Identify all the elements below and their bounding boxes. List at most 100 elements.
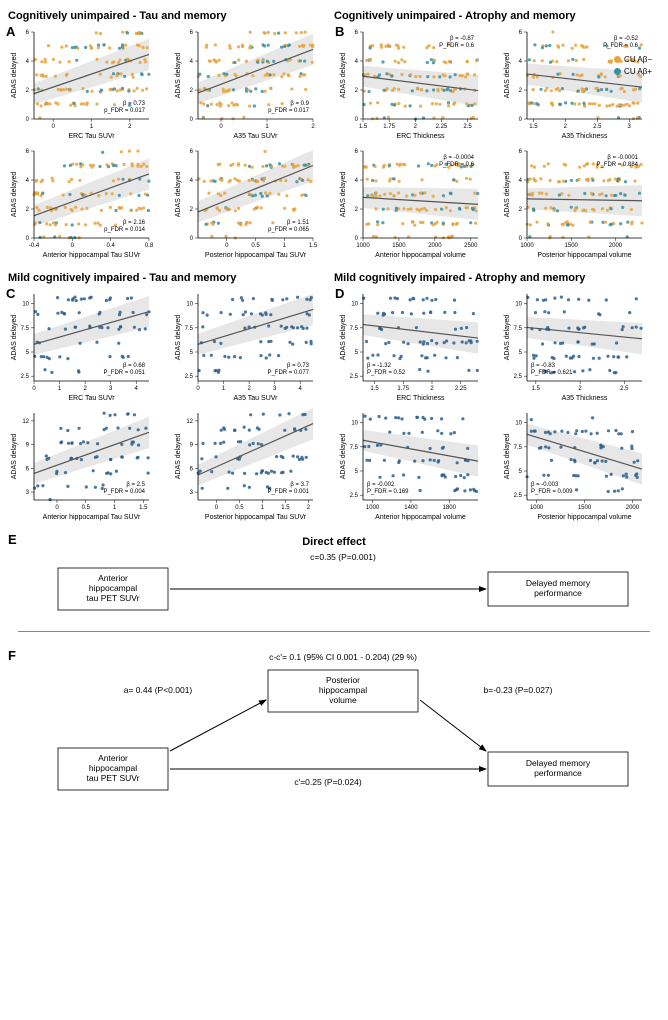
chart-A-3: 00.511.50246ADAS delayedPosterior hippoc…	[172, 145, 317, 260]
panel-a: A 0120246ADAS delayedERC Tau SUVrβ = 0.7…	[8, 26, 331, 260]
svg-text:β = 3.7: β = 3.7	[290, 482, 309, 488]
svg-text:hippocampal: hippocampal	[89, 583, 137, 593]
svg-text:β = 2.16: β = 2.16	[123, 220, 146, 226]
svg-text:P_FDR = 0.6: P_FDR = 0.6	[603, 43, 639, 49]
svg-text:0: 0	[196, 386, 200, 392]
svg-text:P_FDR = 0.077: P_FDR = 0.077	[267, 370, 309, 376]
chart-D-2: 1000140018002.557.510ADAS delayedAnterio…	[337, 407, 482, 522]
direct-effect-title: Direct effect	[18, 536, 650, 548]
chart-D-3: 1000150020002.557.510ADAS delayedPosteri…	[501, 407, 646, 522]
svg-text:p_FDR = 0.017: p_FDR = 0.017	[104, 108, 146, 114]
scatter-chart: 00.511.5236912ADAS delayedPosterior hipp…	[172, 407, 317, 522]
svg-text:1000: 1000	[356, 243, 370, 249]
svg-text:0: 0	[355, 236, 359, 242]
svg-text:7.5: 7.5	[21, 326, 30, 332]
legend-label-pos: CU Aβ+	[624, 67, 652, 76]
chart-B-0: 1.51.7522.252.50246ADAS delayedERC Thick…	[337, 26, 482, 141]
svg-text:A35 Tau SUVr: A35 Tau SUVr	[233, 395, 278, 402]
svg-text:7.5: 7.5	[513, 445, 522, 451]
svg-text:ADAS delayed: ADAS delayed	[175, 53, 182, 99]
svg-text:1500: 1500	[392, 243, 406, 249]
svg-text:0.8: 0.8	[145, 243, 153, 249]
title-a: Cognitively unimpaired - Tau and memory	[8, 10, 334, 22]
svg-text:3: 3	[109, 386, 113, 392]
svg-text:2.5: 2.5	[463, 124, 472, 130]
title-c: Mild cognitively impaired - Tau and memo…	[8, 272, 334, 284]
chart-B-2: 10001500200025000246ADAS delayedAnterior…	[337, 145, 482, 260]
panel-c: C 012342.557.510ADAS delayedERC Tau SUVr…	[8, 288, 331, 522]
svg-text:2: 2	[26, 207, 30, 213]
svg-text:β = -0.87: β = -0.87	[450, 36, 475, 42]
svg-text:1.5: 1.5	[359, 124, 368, 130]
svg-text:2: 2	[355, 207, 359, 213]
panel-b: B 1.51.7522.252.50246ADAS delayedERC Thi…	[337, 26, 660, 260]
svg-text:4: 4	[26, 178, 30, 184]
chart-C-0: 012342.557.510ADAS delayedERC Tau SUVrβ …	[8, 288, 153, 403]
svg-text:β = 0.68: β = 0.68	[123, 363, 146, 369]
svg-text:ADAS delayed: ADAS delayed	[340, 172, 347, 218]
svg-text:6: 6	[355, 30, 359, 36]
svg-text:P_FDR = 0.621: P_FDR = 0.621	[531, 370, 573, 376]
chart-A-2: -0.400.40.80246ADAS delayedAnterior hipp…	[8, 145, 153, 260]
svg-text:12: 12	[22, 419, 29, 425]
svg-text:6: 6	[26, 466, 30, 472]
svg-text:4: 4	[189, 178, 193, 184]
svg-text:2: 2	[128, 124, 132, 130]
svg-text:0: 0	[219, 124, 223, 130]
svg-text:5: 5	[518, 350, 522, 356]
chart-C-2: 00.511.536912ADAS delayedAnterior hippoc…	[8, 407, 153, 522]
legend-label-neg: CU Aβ−	[624, 55, 652, 64]
mediation-f-svg: c-c'= 0.1 (95% CI 0.001 - 0.204) (29 %) …	[18, 648, 650, 808]
svg-text:0: 0	[189, 236, 193, 242]
svg-text:2: 2	[311, 124, 315, 130]
svg-text:1.5: 1.5	[529, 124, 538, 130]
svg-text:6: 6	[189, 149, 193, 155]
svg-text:Delayed memory: Delayed memory	[526, 758, 591, 768]
svg-text:10: 10	[515, 302, 522, 308]
scatter-chart: 1.51.7522.252.557.510ADAS delayedERC Thi…	[337, 288, 482, 403]
svg-text:1800: 1800	[443, 505, 457, 511]
svg-text:β = 2.5: β = 2.5	[126, 482, 145, 488]
scatter-chart: 1000150020002.557.510ADAS delayedPosteri…	[501, 407, 646, 522]
svg-text:2.25: 2.25	[436, 124, 448, 130]
svg-text:5: 5	[26, 350, 30, 356]
chart-C-3: 00.511.5236912ADAS delayedPosterior hipp…	[172, 407, 317, 522]
svg-text:4: 4	[298, 386, 302, 392]
svg-text:0.5: 0.5	[251, 243, 260, 249]
chart-C-1: 012342.557.510ADAS delayedA35 Tau SUVrβ …	[172, 288, 317, 403]
row-cd-titles: Mild cognitively impaired - Tau and memo…	[8, 270, 660, 288]
svg-text:Anterior: Anterior	[98, 573, 128, 583]
scatter-chart: 00.511.536912ADAS delayedAnterior hippoc…	[8, 407, 153, 522]
svg-text:0: 0	[189, 117, 193, 123]
svg-text:P_FDR = 0.6: P_FDR = 0.6	[439, 162, 475, 168]
svg-text:2: 2	[247, 386, 251, 392]
svg-text:6: 6	[189, 30, 193, 36]
svg-text:P_FDR = 0.009: P_FDR = 0.009	[531, 489, 573, 495]
svg-text:0: 0	[71, 243, 75, 249]
svg-text:A35 Tau SUVr: A35 Tau SUVr	[233, 133, 278, 140]
svg-text:2: 2	[414, 124, 418, 130]
svg-text:Posterior: Posterior	[326, 675, 360, 685]
svg-text:β = 0.73: β = 0.73	[287, 363, 310, 369]
svg-text:P_FDR = 0.051: P_FDR = 0.051	[103, 370, 145, 376]
a-stat: a= 0.44 (P<0.001)	[124, 685, 193, 695]
svg-text:tau PET SUVr: tau PET SUVr	[87, 773, 140, 783]
svg-text:performance: performance	[534, 588, 582, 598]
svg-text:2: 2	[518, 88, 522, 94]
svg-text:ADAS delayed: ADAS delayed	[175, 172, 182, 218]
scatter-chart: 1.522.530246ADAS delayedA35 Thicknessβ =…	[501, 26, 646, 141]
svg-text:2.5: 2.5	[593, 124, 602, 130]
svg-text:5: 5	[518, 469, 522, 475]
svg-text:0: 0	[225, 243, 229, 249]
svg-text:10: 10	[351, 302, 358, 308]
scatter-chart: 1000140018002.557.510ADAS delayedAnterio…	[337, 407, 482, 522]
svg-text:4: 4	[355, 178, 359, 184]
scatter-chart: 00.511.50246ADAS delayedPosterior hippoc…	[172, 145, 317, 260]
svg-text:1000: 1000	[520, 243, 534, 249]
scatter-chart: 10001500200025000246ADAS delayedAnterior…	[337, 145, 482, 260]
panel-e: E Direct effect c=0.35 (P=0.001) Anterio…	[8, 532, 660, 638]
arrow-a	[170, 700, 266, 751]
svg-text:0: 0	[355, 117, 359, 123]
svg-text:Anterior hippocampal volume: Anterior hippocampal volume	[375, 252, 466, 259]
svg-text:ADAS delayed: ADAS delayed	[11, 172, 18, 218]
